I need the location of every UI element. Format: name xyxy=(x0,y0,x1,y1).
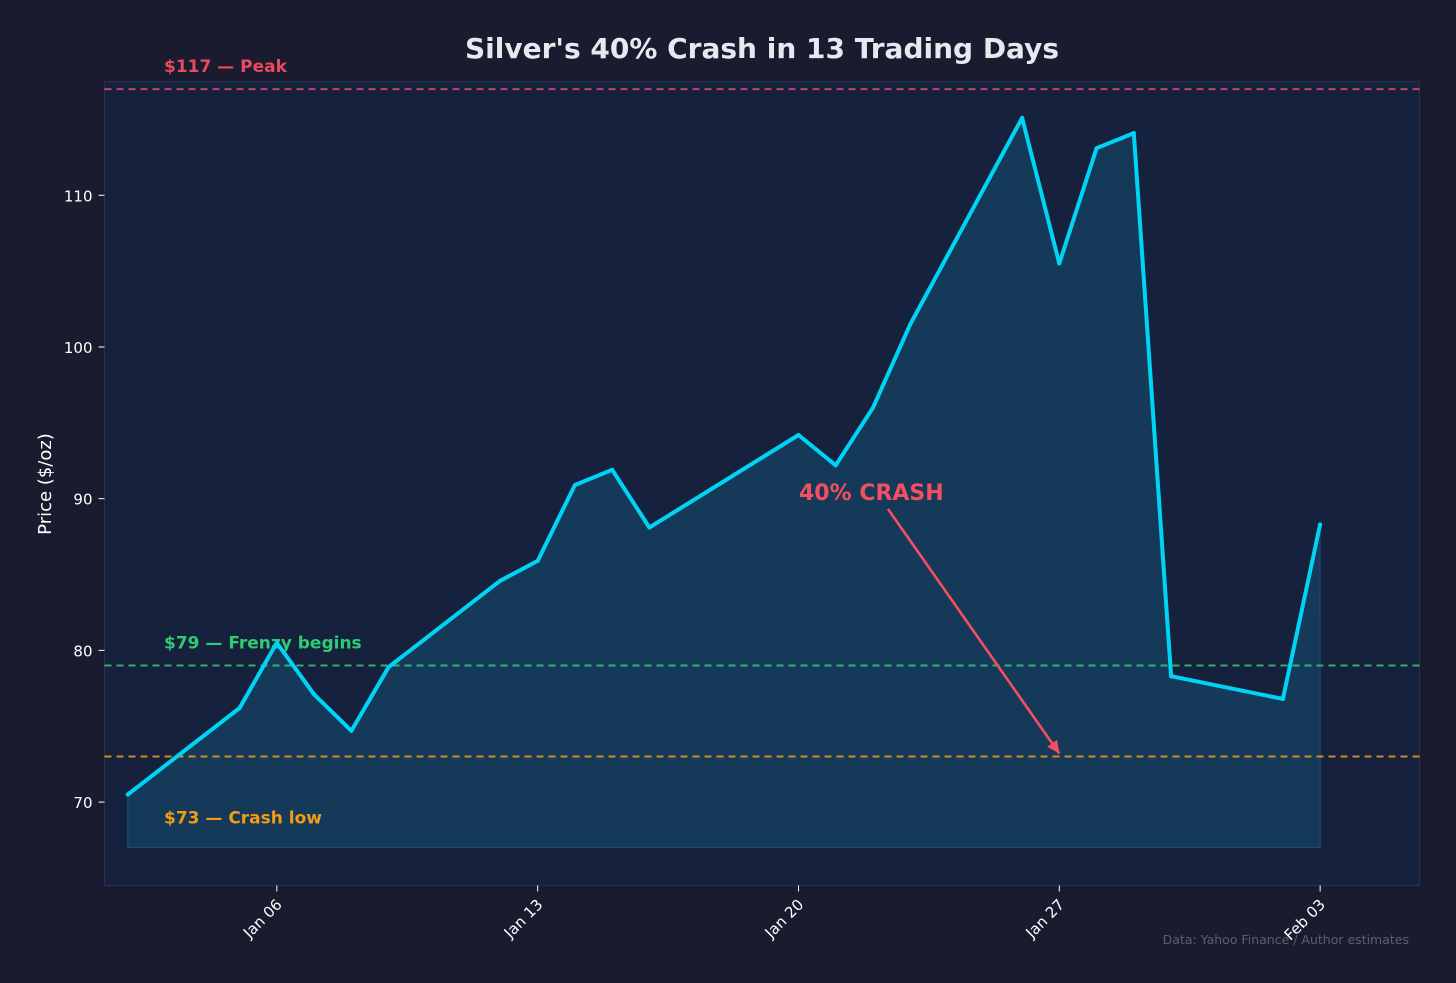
reference-lines: $117 — Peak $79 — Frenzy begins $73 — Cras… xyxy=(104,57,1420,829)
data-point xyxy=(1318,522,1323,527)
crash-annotation-label: 40% CRASH xyxy=(799,481,944,506)
x-tick-label: Jan 27 xyxy=(1021,896,1068,943)
data-point xyxy=(349,728,354,733)
y-axis-label: Price ($/oz) xyxy=(35,433,56,535)
y-tick-label: 80 xyxy=(73,642,92,660)
data-point xyxy=(386,665,391,670)
data-point xyxy=(274,640,279,645)
reference-line-label: $117 — Peak xyxy=(164,57,288,77)
y-tick-label: 100 xyxy=(64,339,93,357)
data-point xyxy=(610,467,615,472)
data-point xyxy=(1169,674,1174,679)
data-point xyxy=(237,706,242,710)
y-axis: 70 80 90 100 110 xyxy=(64,187,105,812)
data-point xyxy=(312,692,317,697)
y-tick-label: 70 xyxy=(73,794,92,812)
y-tick-label: 90 xyxy=(73,491,92,509)
data-point xyxy=(535,558,540,563)
data-point xyxy=(572,483,577,487)
x-tick-label: Jan 06 xyxy=(239,896,286,943)
data-point xyxy=(833,463,838,468)
data-point xyxy=(908,322,913,327)
data-point xyxy=(1094,146,1099,151)
price-line xyxy=(125,115,1323,797)
source-note: Data: Yahoo Finance / Author estimates xyxy=(1163,932,1409,947)
data-point xyxy=(871,405,875,410)
crash-arrow-head xyxy=(1047,739,1060,754)
chart-title: Silver's 40% Crash in 13 Trading Days xyxy=(465,32,1059,65)
crash-arrow-shaft xyxy=(886,508,1061,755)
annotation-layer: 40% CRASH xyxy=(799,481,1061,755)
data-point xyxy=(1280,696,1285,701)
data-point xyxy=(1131,131,1136,136)
reference-line-label: $79 — Frenzy begins xyxy=(164,634,362,654)
data-point xyxy=(1057,261,1062,266)
x-tick-label: Jan 13 xyxy=(500,896,547,943)
reference-line-label: $73 — Crash low xyxy=(164,809,322,829)
y-tick-label: 110 xyxy=(64,187,93,205)
data-point xyxy=(498,578,503,583)
data-point xyxy=(647,525,652,530)
data-point xyxy=(125,792,130,797)
x-tick-label: Jan 20 xyxy=(761,896,808,943)
data-point xyxy=(1020,115,1025,120)
series-line-layer xyxy=(125,115,1323,797)
data-point xyxy=(796,433,801,437)
